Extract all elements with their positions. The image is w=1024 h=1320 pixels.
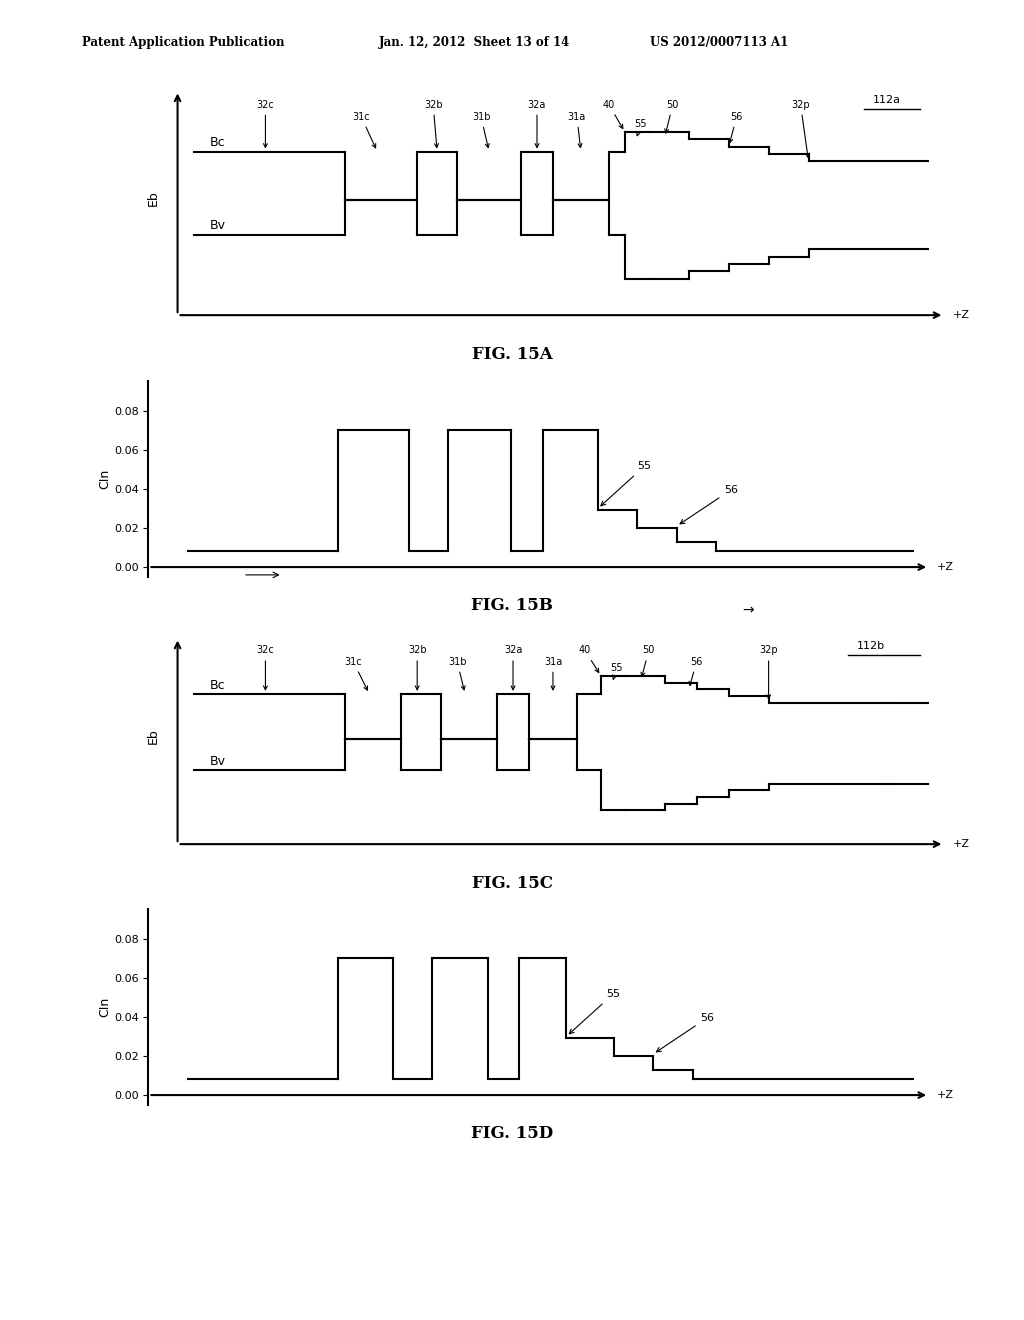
Text: 40: 40: [603, 99, 623, 128]
Text: 55: 55: [569, 990, 620, 1034]
Text: 56: 56: [729, 112, 742, 143]
Y-axis label: CIn: CIn: [98, 997, 112, 1018]
Text: 32b: 32b: [408, 645, 426, 690]
Y-axis label: CIn: CIn: [98, 469, 112, 490]
Text: 50: 50: [665, 99, 679, 133]
Text: 56: 56: [656, 1012, 715, 1052]
Text: 56: 56: [689, 656, 702, 685]
Text: Eb: Eb: [147, 729, 160, 744]
Text: $\rightarrow$: $\rightarrow$: [739, 603, 756, 616]
Text: Bv: Bv: [210, 219, 225, 232]
Text: FIG. 15D: FIG. 15D: [471, 1125, 553, 1142]
Text: 55: 55: [610, 664, 624, 680]
Text: 32a: 32a: [504, 645, 522, 690]
Text: 32c: 32c: [257, 99, 274, 148]
Text: FIG. 15B: FIG. 15B: [471, 597, 553, 614]
Text: +Z: +Z: [937, 1090, 954, 1100]
Text: +Z: +Z: [952, 840, 970, 849]
Text: 50: 50: [641, 645, 655, 676]
Text: Patent Application Publication: Patent Application Publication: [82, 36, 285, 49]
Text: 32b: 32b: [424, 99, 442, 148]
Text: 32c: 32c: [257, 645, 274, 690]
Text: 32p: 32p: [792, 99, 810, 157]
Text: Bv: Bv: [210, 755, 225, 768]
Text: Bc: Bc: [210, 678, 225, 692]
Text: 31b: 31b: [472, 112, 490, 148]
Text: 56: 56: [680, 484, 738, 524]
Text: 40: 40: [579, 645, 599, 672]
Text: US 2012/0007113 A1: US 2012/0007113 A1: [650, 36, 788, 49]
Text: 31c: 31c: [352, 112, 376, 148]
Text: FIG. 15A: FIG. 15A: [472, 346, 552, 363]
Text: 32p: 32p: [760, 645, 778, 698]
Text: 55: 55: [601, 462, 651, 506]
Text: 31c: 31c: [344, 656, 368, 690]
Text: Eb: Eb: [147, 190, 160, 206]
Text: +Z: +Z: [952, 310, 970, 321]
Text: 112b: 112b: [856, 642, 885, 651]
Text: Jan. 12, 2012  Sheet 13 of 14: Jan. 12, 2012 Sheet 13 of 14: [379, 36, 570, 49]
Text: 32a: 32a: [527, 99, 546, 148]
Text: 31b: 31b: [447, 656, 466, 690]
Text: FIG. 15C: FIG. 15C: [471, 875, 553, 892]
Text: 31a: 31a: [544, 656, 562, 690]
Text: +Z: +Z: [937, 562, 954, 572]
Text: 112a: 112a: [872, 95, 900, 106]
Text: 31a: 31a: [567, 112, 586, 148]
Text: Bc: Bc: [210, 136, 225, 149]
Text: 55: 55: [635, 119, 647, 136]
